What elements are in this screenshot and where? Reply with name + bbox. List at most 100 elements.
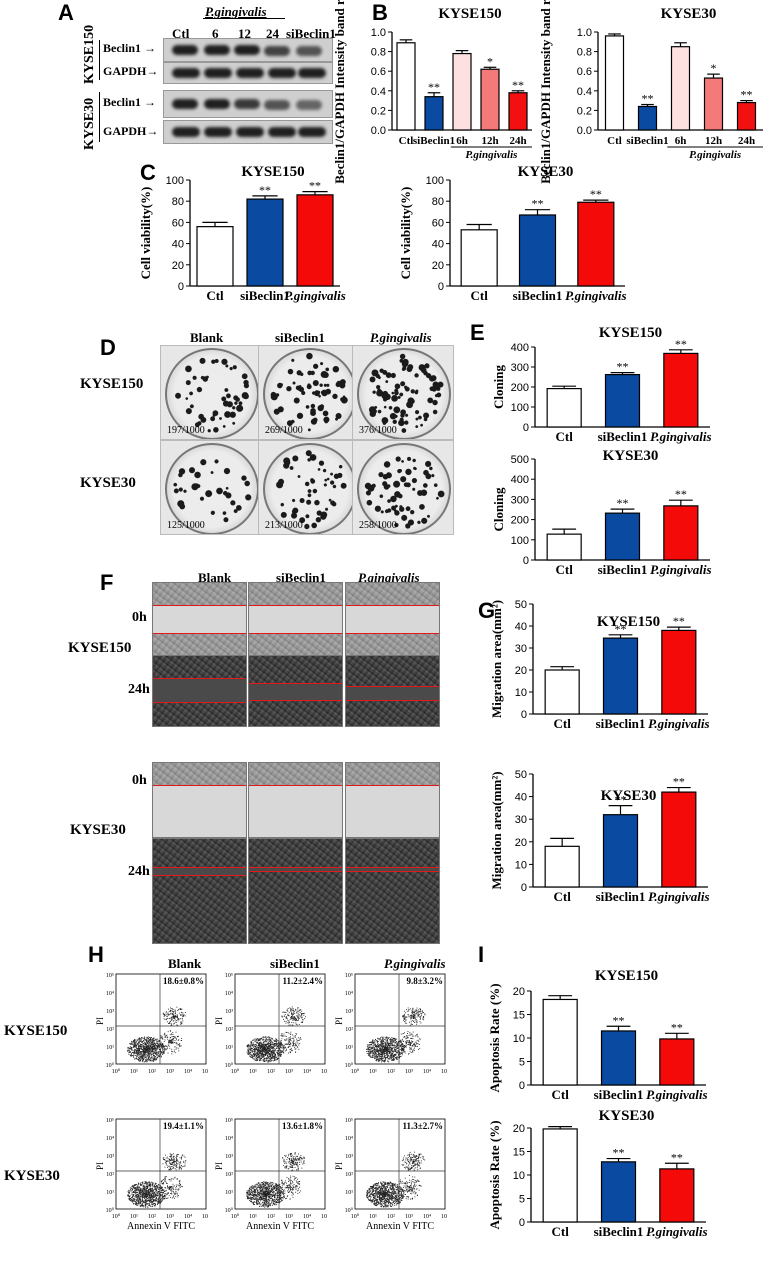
y-tick-label: 10⁰ <box>345 1207 354 1214</box>
panel-letter-i: I <box>478 942 485 967</box>
y-tick-label: 50 <box>515 769 527 781</box>
y-axis-label: Migration area(mm²) <box>489 600 504 718</box>
significance-label: * <box>711 61 717 75</box>
x-tick-label: 10² <box>387 1214 395 1220</box>
band-label-beclin1: Beclin1 → <box>103 41 156 55</box>
col-label-blank: Blank <box>198 570 232 585</box>
y-tick-label: 30 <box>515 814 527 826</box>
y-axis-label: PI <box>215 1162 224 1170</box>
bar <box>546 533 582 561</box>
event-dots <box>365 1007 426 1063</box>
bar <box>246 198 284 287</box>
bar <box>518 214 557 287</box>
y-tick-label: 100 <box>166 175 184 187</box>
bar <box>396 42 416 131</box>
y-tick-label: 40 <box>515 621 527 633</box>
y-tick-label: 10⁰ <box>106 1207 115 1214</box>
significance-label: ** <box>259 183 271 197</box>
category-label: 24h <box>738 135 755 147</box>
wound-edge-line <box>249 867 342 868</box>
col-label-pg: P.gingivalis <box>384 956 446 971</box>
colony-plate: 269/1000 <box>258 345 360 440</box>
y-tick-label: 10⁵ <box>106 973 114 979</box>
x-tick-label: 10² <box>148 1214 156 1220</box>
x-tick-label: 10³ <box>405 1214 413 1220</box>
y-tick-label: 40 <box>432 239 444 251</box>
chart-title: KYSE150 <box>599 325 662 341</box>
y-tick-label: 10⁵ <box>225 1118 233 1124</box>
y-axis-label: Cell viability(%) <box>398 187 413 280</box>
plate-dish <box>263 348 357 439</box>
y-tick-label: 20 <box>432 260 444 272</box>
y-tick-label: 20 <box>513 986 525 998</box>
chart-title: KYSE150 <box>438 6 501 22</box>
wound-edge-line <box>249 700 342 701</box>
y-axis-label: Cloning <box>491 487 506 532</box>
y-tick-label: 400 <box>511 342 529 354</box>
category-label: Ctl <box>553 716 571 731</box>
y-tick-label: 0.8 <box>371 47 386 59</box>
x-tick-label: 10⁰ <box>231 1068 240 1075</box>
plate-dish <box>165 443 259 534</box>
y-tick-label: 10⁵ <box>345 973 353 979</box>
blot-image <box>163 38 333 62</box>
colony-count: 269/1000 <box>265 425 303 436</box>
bar <box>452 52 472 131</box>
y-tick-label: 10¹ <box>106 1045 114 1051</box>
lane-label-24: 24 <box>266 26 279 41</box>
event-dots <box>246 1006 306 1063</box>
event-dots <box>127 1006 186 1063</box>
wound-image <box>248 762 343 838</box>
wound-gap <box>249 785 342 837</box>
col-label-sibeclin1: siBeclin1 <box>275 330 325 345</box>
category-label: siBeclin1 <box>596 889 646 904</box>
x-tick-label: 10¹ <box>130 1214 138 1220</box>
y-tick-label: 10² <box>225 1027 233 1033</box>
y-tick-label: 60 <box>432 217 444 229</box>
category-label: Ctl <box>553 889 571 904</box>
y-tick-label: 1.0 <box>371 27 386 39</box>
y-tick-label: 0.6 <box>577 66 592 78</box>
x-tick-label: 10³ <box>166 1214 174 1220</box>
y-tick-label: 200 <box>511 382 529 394</box>
wound-image <box>345 582 440 656</box>
colony-plate: 376/1000 <box>352 345 454 440</box>
wound-image <box>248 838 343 944</box>
category-label: Ctl <box>551 1224 569 1239</box>
y-tick-label: 60 <box>172 217 184 229</box>
wound-gap <box>249 605 342 633</box>
wound-edge-line <box>153 678 246 679</box>
x-tick-label: 10¹ <box>130 1069 138 1075</box>
significance-label: ** <box>590 187 602 201</box>
bracket-line <box>99 92 100 142</box>
chart-title: KYSE150 <box>241 164 304 180</box>
y-tick-label: 10⁰ <box>225 1062 234 1069</box>
bar <box>637 105 658 131</box>
x-tick-label: 10² <box>267 1069 275 1075</box>
y-tick-label: 10² <box>106 1172 114 1178</box>
row-label-kyse150: KYSE150 <box>80 376 144 392</box>
quadrant-value: 11.2±2.4% <box>283 976 323 986</box>
chart-title: KYSE30 <box>661 6 717 22</box>
panel-letter-d: D <box>100 335 116 360</box>
y-tick-label: 10² <box>345 1027 353 1033</box>
significance-label: ** <box>671 1020 683 1034</box>
colony-count: 376/1000 <box>359 425 397 436</box>
wound-gap <box>346 785 439 837</box>
wound-edge-line <box>346 785 439 786</box>
bar <box>670 46 691 131</box>
wound-edge-line <box>153 867 246 868</box>
y-axis-label: PI <box>335 1162 344 1170</box>
x-tick-label: 10⁰ <box>112 1213 121 1220</box>
bar <box>663 505 699 561</box>
colony-count: 258/1000 <box>359 520 397 531</box>
wound-edge-line <box>153 633 246 634</box>
wound-image <box>345 762 440 838</box>
bar <box>600 1030 637 1086</box>
y-axis-label: PI <box>96 1017 105 1025</box>
time-label: 0h <box>132 773 147 788</box>
y-axis-label: Migration area(mm²) <box>489 771 504 889</box>
y-tick-label: 10³ <box>106 1009 114 1015</box>
